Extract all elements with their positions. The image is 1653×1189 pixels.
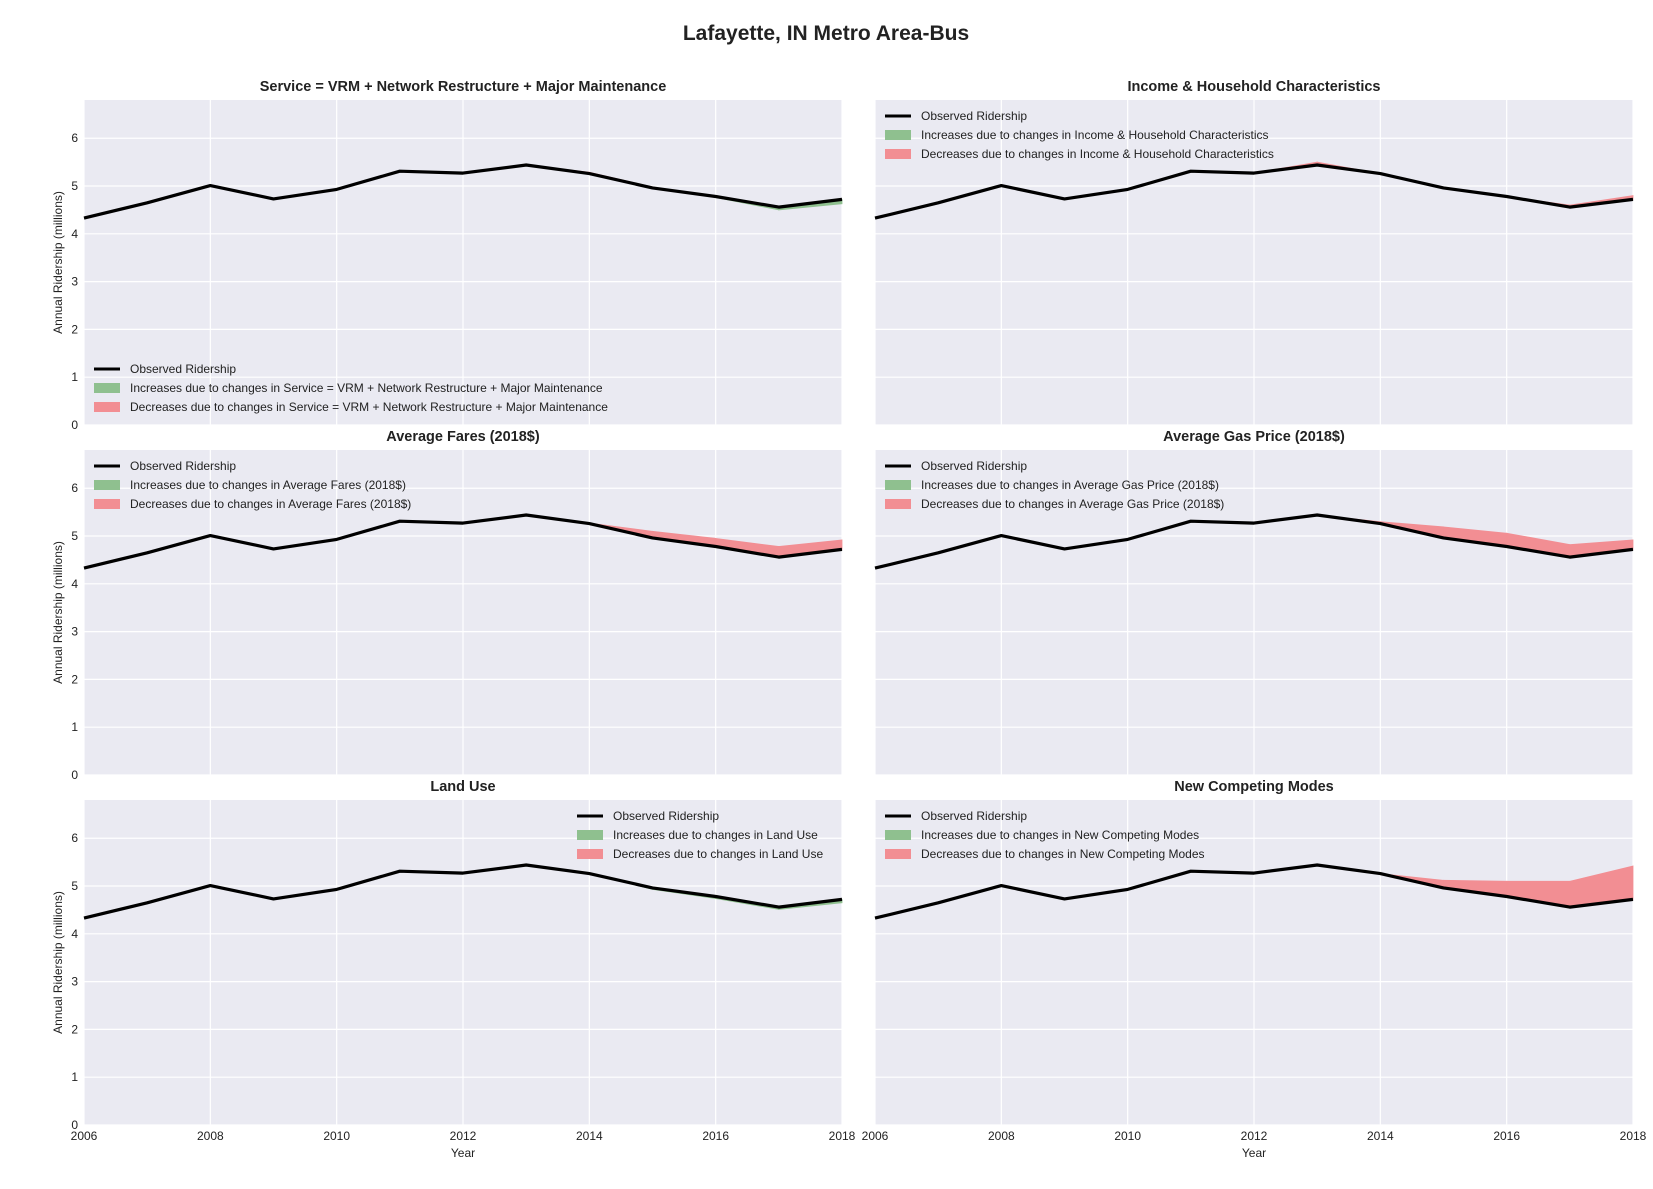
observed-ridership-line	[83, 513, 843, 570]
subplot-title: Service = VRM + Network Restructure + Ma…	[260, 79, 667, 95]
y-tick-label: 0	[71, 768, 78, 782]
y-tick-label: 0	[71, 418, 78, 432]
legend-label: Increases due to changes in Average Gas …	[921, 478, 1219, 492]
y-tick-label: 2	[71, 322, 78, 336]
y-axis-label: Annual Ridership (millions)	[51, 891, 65, 1034]
x-tick-label: 2010	[1114, 1129, 1141, 1143]
legend-label: Decreases due to changes in Average Gas …	[921, 497, 1224, 511]
legend-label: Observed Ridership	[921, 459, 1027, 473]
x-tick-label: 2012	[450, 1129, 477, 1143]
legend-label: Observed Ridership	[921, 109, 1027, 123]
legend: Observed Ridership Increases due to chang…	[885, 809, 1205, 861]
figure-title: Lafayette, IN Metro Area-Bus	[683, 22, 969, 45]
legend-label: Increases due to changes in Income & Hou…	[921, 128, 1269, 142]
observed-ridership-line	[83, 163, 843, 220]
legend-label: Observed Ridership	[130, 362, 236, 376]
legend: Observed Ridership Increases due to chang…	[94, 362, 608, 414]
subplot-3: Average Fares (2018$) 0 1 2 3 4 5 6 Annual Rider…	[51, 429, 843, 782]
legend-label: Observed Ridership	[130, 459, 236, 473]
y-tick-label: 4	[71, 577, 78, 591]
legend-label: Decreases due to changes in Income & Hou…	[921, 147, 1274, 161]
x-axis-label: Year	[1242, 1146, 1266, 1160]
subplot-1: Service = VRM + Network Restructure + Ma…	[51, 79, 843, 432]
y-tick-label: 3	[71, 625, 78, 639]
legend: Observed Ridership Increases due to chang…	[94, 459, 411, 511]
legend-decrease-swatch	[885, 849, 911, 859]
y-tick-label: 1	[71, 1070, 78, 1084]
legend-label: Decreases due to changes in New Competin…	[921, 847, 1205, 861]
legend-decrease-swatch	[94, 402, 120, 412]
legend-label: Decreases due to changes in Average Fare…	[130, 497, 411, 511]
x-tick-label: 2006	[862, 1129, 889, 1143]
y-tick-label: 2	[71, 1022, 78, 1036]
x-tick-label: 2006	[71, 1129, 98, 1143]
subplot-title: Average Fares (2018$)	[386, 429, 540, 445]
legend-label: Decreases due to changes in Land Use	[613, 847, 823, 861]
x-tick-label: 2008	[197, 1129, 224, 1143]
x-tick-label: 2016	[1493, 1129, 1520, 1143]
subplot-2: Income & Household Characteristics Observ…	[874, 79, 1634, 426]
legend-label: Decreases due to changes in Service = VR…	[130, 400, 608, 414]
legend-increase-swatch	[885, 130, 911, 140]
subplot-title: Land Use	[430, 779, 495, 795]
x-tick-label: 2008	[988, 1129, 1015, 1143]
x-tick-label: 2010	[323, 1129, 350, 1143]
y-tick-label: 6	[71, 481, 78, 495]
legend: Observed Ridership Increases due to chang…	[885, 459, 1224, 511]
y-tick-label: 3	[71, 975, 78, 989]
legend-increase-swatch	[885, 830, 911, 840]
subplot-4: Average Gas Price (2018$) Observed Riders…	[874, 429, 1634, 776]
x-tick-label: 2014	[1367, 1129, 1394, 1143]
legend-decrease-swatch	[94, 499, 120, 509]
y-tick-label: 6	[71, 131, 78, 145]
subplot-title: Average Gas Price (2018$)	[1163, 429, 1345, 445]
y-tick-label: 5	[71, 529, 78, 543]
y-tick-label: 1	[71, 370, 78, 384]
x-axis-label: Year	[451, 1146, 475, 1160]
legend-label: Increases due to changes in Service = VR…	[130, 381, 603, 395]
x-tick-label: 2014	[576, 1129, 603, 1143]
legend-decrease-swatch	[885, 149, 911, 159]
legend-increase-swatch	[577, 830, 603, 840]
legend-label: Increases due to changes in Land Use	[613, 828, 818, 842]
subplots: Service = VRM + Network Restructure + Ma…	[51, 79, 1647, 1160]
y-tick-label: 6	[71, 831, 78, 845]
y-tick-label: 0	[71, 1118, 78, 1132]
y-tick-label: 5	[71, 179, 78, 193]
x-tick-label: 2012	[1241, 1129, 1268, 1143]
legend: Observed Ridership Increases due to chang…	[577, 809, 823, 861]
y-tick-label: 1	[71, 720, 78, 734]
y-tick-label: 2	[71, 672, 78, 686]
y-tick-label: 4	[71, 927, 78, 941]
y-tick-label: 4	[71, 227, 78, 241]
legend-decrease-swatch	[577, 849, 603, 859]
observed-ridership-line	[83, 863, 843, 920]
subplot-6: New Competing Modes 2006 2008 2010 2012 2014 2…	[862, 779, 1647, 1160]
subplot-title: Income & Household Characteristics	[1127, 79, 1380, 95]
legend-increase-swatch	[94, 480, 120, 490]
observed-ridership-line	[874, 163, 1634, 220]
legend-label: Increases due to changes in Average Fare…	[130, 478, 406, 492]
x-tick-label: 2018	[829, 1129, 856, 1143]
y-axis-label: Annual Ridership (millions)	[51, 191, 65, 334]
y-axis-label: Annual Ridership (millions)	[51, 541, 65, 684]
legend-label: Observed Ridership	[921, 809, 1027, 823]
legend-increase-swatch	[94, 383, 120, 393]
y-tick-label: 3	[71, 275, 78, 289]
subplot-5: Land Use 0 1 2 3 4 5 6 Annual Ridership (million…	[51, 779, 856, 1160]
legend-increase-swatch	[885, 480, 911, 490]
subplot-title: New Competing Modes	[1174, 779, 1334, 795]
legend: Observed Ridership Increases due to chang…	[885, 109, 1274, 161]
legend-decrease-swatch	[885, 499, 911, 509]
legend-label: Observed Ridership	[613, 809, 719, 823]
observed-ridership-line	[874, 863, 1634, 920]
x-tick-label: 2018	[1620, 1129, 1647, 1143]
observed-ridership-line	[874, 513, 1634, 570]
legend-label: Increases due to changes in New Competin…	[921, 828, 1199, 842]
x-tick-label: 2016	[702, 1129, 729, 1143]
y-tick-label: 5	[71, 879, 78, 893]
